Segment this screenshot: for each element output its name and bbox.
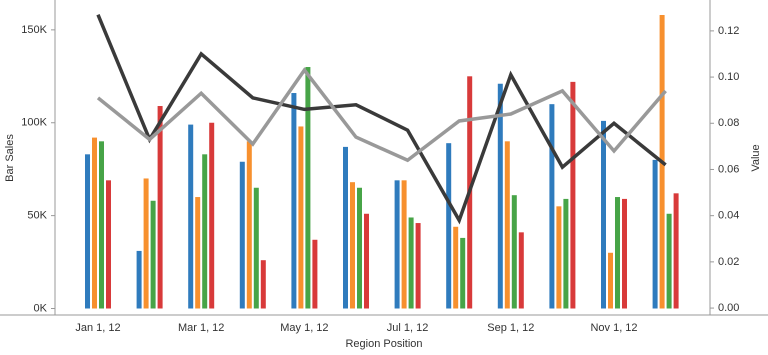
y2-tick-label: 0.04 [718,210,739,222]
y-tick-label: 150K [21,24,47,36]
bar [305,67,311,309]
bar [453,226,459,309]
bar [615,197,620,309]
bar [343,146,348,309]
bar [136,250,142,309]
bar [504,141,510,309]
bar [298,126,304,309]
bar [570,81,576,309]
bar [556,206,562,309]
y-tick-label: 50K [27,210,47,222]
y2-tick-label: 0.10 [718,71,739,83]
x-axis-title: Region Position [345,338,422,350]
bar [350,182,355,309]
x-tick-label: Mar 1, 12 [178,322,224,334]
bar [673,193,679,309]
y2-tick-label: 0.06 [718,163,739,175]
y2-tick-label: 0.12 [718,25,739,37]
y2-tick-label: 0.02 [718,256,739,268]
bar [460,237,466,309]
bar [106,180,111,309]
bar [394,180,400,309]
bar [608,252,613,309]
bar [563,198,569,309]
x-tick-label: May 1, 12 [280,322,328,334]
bar [291,93,297,309]
bar [253,187,259,309]
y-axis-title: Bar Sales [4,134,16,182]
bar [357,187,362,309]
bar [518,232,524,309]
bar [239,161,245,309]
bar [260,260,266,309]
bar [364,213,369,309]
y-tick-label: 100K [21,117,47,129]
bar [497,83,503,309]
bar [202,154,208,309]
x-tick-label: Sep 1, 12 [487,322,534,334]
x-tick-label: Jul 1, 12 [387,322,429,334]
x-tick-label: Jan 1, 12 [75,322,120,334]
y2-axis-title: Value [750,144,762,171]
bar [666,213,672,309]
bar [92,137,97,309]
line [96,67,667,163]
bar [622,198,627,309]
bar [85,154,90,309]
y2-tick-label: 0.08 [718,117,739,129]
bar [157,106,163,309]
line [96,14,667,225]
bar [312,239,318,309]
bar [150,200,156,309]
bar [549,104,555,309]
bar [195,197,201,309]
bar [408,217,414,309]
y-tick-label: 0K [34,302,48,314]
bar [401,180,407,309]
y2-tick-label: 0.00 [718,302,739,314]
bar [188,124,194,309]
bar [246,141,252,309]
bar [99,141,104,309]
bar [415,223,421,309]
x-tick-label: Nov 1, 12 [590,322,637,334]
bar [652,159,658,309]
bar [209,122,215,309]
bar [601,120,606,309]
bar [143,178,149,309]
bar [446,143,452,309]
bar [511,195,517,309]
